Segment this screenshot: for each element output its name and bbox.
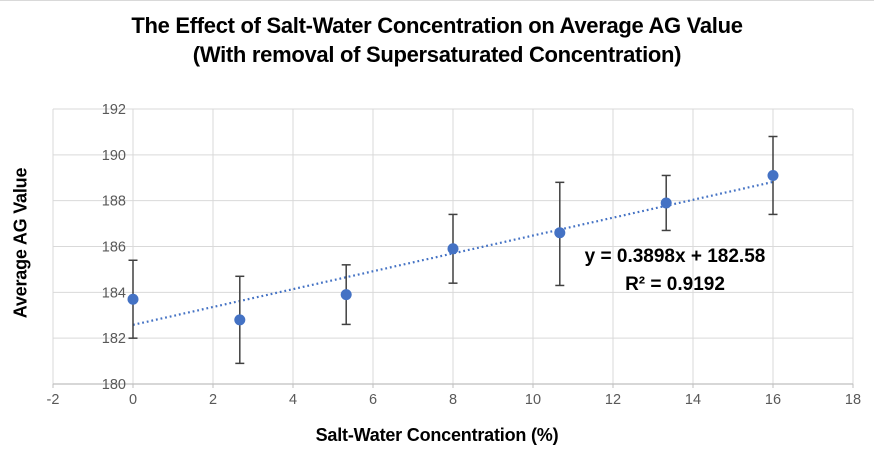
data-point-marker bbox=[127, 293, 139, 305]
x-axis-title: Salt-Water Concentration (%) bbox=[315, 425, 559, 445]
x-tick-label: 2 bbox=[209, 392, 217, 408]
x-tick-label: -2 bbox=[47, 392, 60, 408]
y-tick-label: 192 bbox=[102, 102, 126, 118]
y-tick-label: 190 bbox=[102, 148, 126, 164]
data-point-marker bbox=[660, 197, 672, 209]
data-point-marker bbox=[234, 314, 246, 326]
x-tick-label: 6 bbox=[369, 392, 377, 408]
x-tick-label: 4 bbox=[289, 392, 297, 408]
y-tick-label: 188 bbox=[102, 194, 126, 210]
x-tick-label: 12 bbox=[605, 392, 621, 408]
trendline-equation-label: y = 0.3898x + 182.58 bbox=[585, 246, 766, 267]
data-point-marker bbox=[554, 227, 566, 239]
y-tick-label: 186 bbox=[102, 240, 126, 256]
x-tick-label: 8 bbox=[449, 392, 457, 408]
x-tick-label: 16 bbox=[765, 392, 781, 408]
x-tick-label: 10 bbox=[525, 392, 541, 408]
chart-title-line2: (With removal of Supersaturated Concentr… bbox=[192, 42, 682, 67]
x-tick-label: 18 bbox=[845, 392, 861, 408]
y-tick-label: 180 bbox=[102, 377, 126, 393]
chart-title-line1: The Effect of Salt-Water Concentration o… bbox=[131, 13, 743, 38]
chart-title: The Effect of Salt-Water Concentration o… bbox=[0, 11, 874, 69]
data-point-marker bbox=[767, 169, 779, 181]
r-squared-label: R² = 0.9192 bbox=[625, 274, 725, 295]
chart-border-top bbox=[0, 0, 874, 1]
data-point-marker bbox=[447, 243, 459, 255]
data-point-marker bbox=[340, 289, 352, 301]
y-tick-label: 184 bbox=[102, 285, 126, 301]
x-tick-label: 0 bbox=[129, 392, 137, 408]
y-tick-label: 182 bbox=[102, 331, 126, 347]
x-tick-label: 14 bbox=[685, 392, 701, 408]
